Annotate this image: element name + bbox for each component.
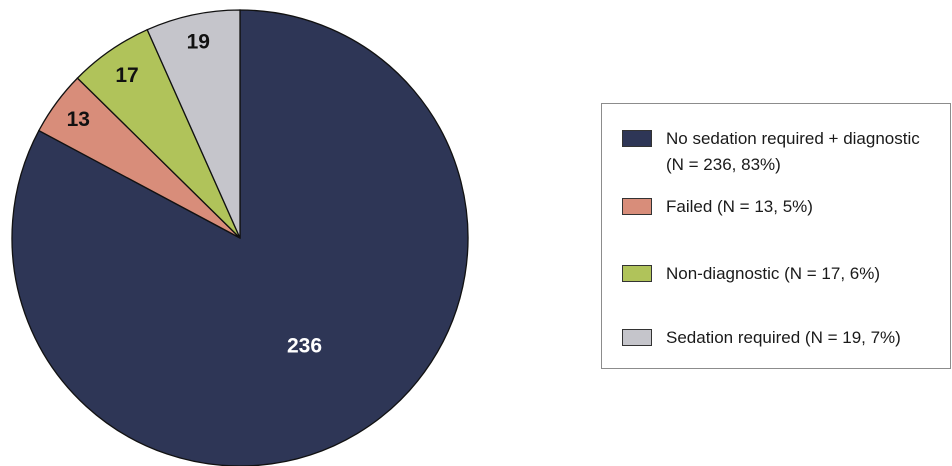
legend-item-sedation-required: Sedation required (N = 19, 7%) [622, 325, 928, 351]
legend-label-sedation-required: Sedation required (N = 19, 7%) [666, 325, 928, 351]
legend-label-failed: Failed (N = 13, 5%) [666, 194, 928, 220]
pie-slice-label-3: 19 [187, 31, 210, 54]
legend-item-non-diagnostic: Non-diagnostic (N = 17, 6%) [622, 261, 928, 287]
pie-slice-label-1: 13 [67, 108, 90, 131]
pie-slice-label-0: 236 [287, 335, 322, 358]
legend-swatch-non-diagnostic [622, 265, 652, 282]
pie-slice-label-2: 17 [115, 64, 138, 87]
chart-legend: No sedation required + diagnostic (N = 2… [601, 103, 951, 369]
legend-swatch-no-sedation [622, 130, 652, 147]
legend-label-non-diagnostic: Non-diagnostic (N = 17, 6%) [666, 261, 928, 287]
legend-item-failed: Failed (N = 13, 5%) [622, 194, 928, 220]
legend-swatch-sedation-required [622, 329, 652, 346]
legend-swatch-failed [622, 198, 652, 215]
legend-label-no-sedation: No sedation required + diagnostic (N = 2… [666, 126, 928, 178]
legend-item-no-sedation: No sedation required + diagnostic (N = 2… [622, 126, 928, 178]
